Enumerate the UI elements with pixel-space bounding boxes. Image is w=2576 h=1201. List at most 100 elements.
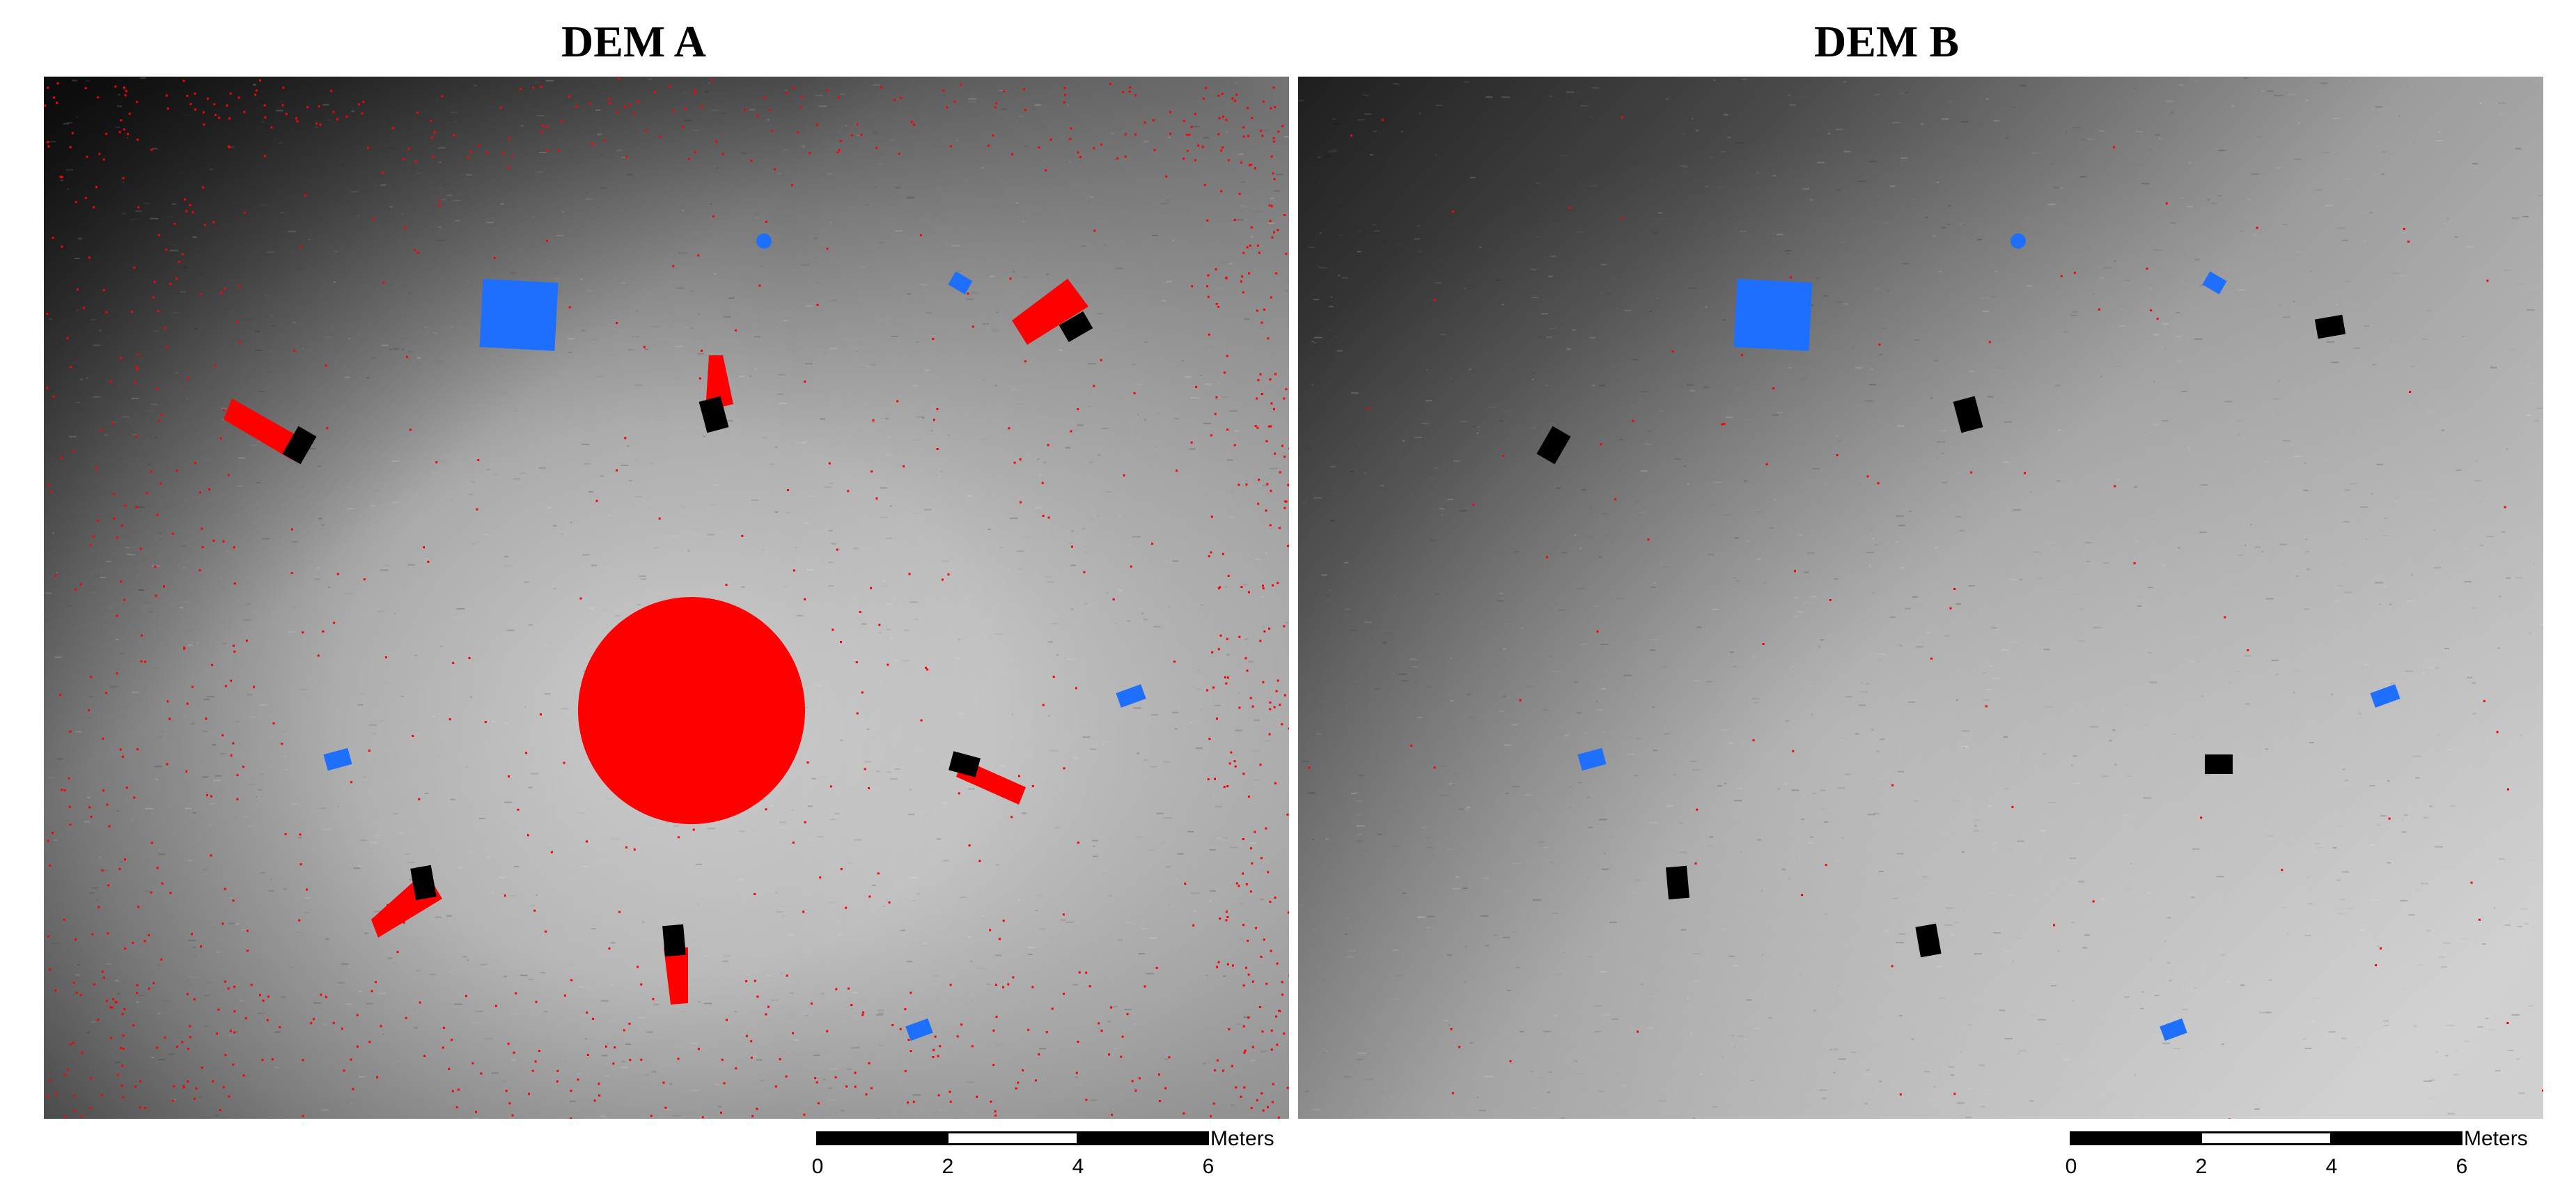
texture-speckle	[1701, 223, 1705, 224]
texture-speckle	[453, 200, 461, 201]
error-speckle	[73, 1094, 76, 1097]
texture-speckle	[1015, 121, 1018, 123]
texture-speckle	[1326, 496, 1328, 498]
texture-speckle	[1722, 929, 1728, 931]
texture-speckle	[1980, 297, 1989, 299]
texture-speckle	[1609, 835, 1613, 837]
texture-speckle	[2057, 429, 2061, 431]
texture-speckle	[1368, 85, 1375, 86]
error-speckle	[926, 668, 929, 671]
texture-speckle	[1314, 336, 1322, 339]
error-speckle	[1232, 964, 1234, 967]
texture-speckle	[1174, 728, 1178, 730]
texture-speckle	[727, 405, 736, 408]
texture-speckle	[2353, 347, 2361, 349]
error-speckle	[201, 545, 204, 548]
error-speckle	[856, 123, 859, 126]
error-speckle	[994, 106, 997, 109]
texture-speckle	[1208, 899, 1212, 901]
error-speckle	[608, 947, 611, 950]
texture-speckle	[690, 1090, 699, 1092]
texture-speckle	[1447, 954, 1452, 956]
texture-speckle	[851, 1047, 857, 1049]
error-speckle	[1208, 333, 1210, 336]
texture-speckle	[777, 172, 782, 174]
texture-speckle	[1234, 430, 1239, 432]
texture-speckle	[534, 188, 538, 189]
texture-speckle	[358, 865, 361, 867]
texture-speckle	[1965, 1116, 1972, 1118]
texture-speckle	[391, 502, 400, 504]
texture-speckle	[1527, 282, 1533, 284]
error-speckle	[281, 104, 284, 107]
error-speckle	[315, 122, 318, 125]
texture-speckle	[2189, 660, 2196, 663]
error-speckle	[187, 377, 190, 380]
texture-speckle	[504, 975, 508, 977]
texture-speckle	[2047, 802, 2055, 804]
texture-speckle	[303, 369, 308, 371]
error-speckle	[47, 1095, 49, 1098]
texture-speckle	[1318, 267, 1327, 269]
error-speckle	[2407, 240, 2410, 243]
texture-speckle	[1898, 525, 1906, 527]
error-speckle	[61, 245, 63, 248]
texture-speckle	[2423, 1080, 2432, 1082]
error-speckle	[94, 467, 97, 470]
texture-speckle	[1088, 201, 1092, 203]
texture-speckle	[1957, 1102, 1965, 1104]
texture-speckle	[1304, 1090, 1310, 1092]
error-speckle	[745, 980, 748, 982]
error-speckle	[1233, 444, 1236, 447]
texture-speckle	[785, 89, 788, 91]
texture-speckle	[369, 852, 373, 854]
texture-speckle	[257, 796, 260, 798]
texture-speckle	[2501, 531, 2506, 533]
texture-speckle	[682, 91, 687, 93]
texture-speckle	[1995, 751, 1998, 753]
texture-speckle	[755, 213, 759, 215]
texture-speckle	[1115, 268, 1123, 270]
error-speckle	[47, 839, 49, 842]
texture-speckle	[788, 103, 793, 105]
texture-speckle	[968, 788, 975, 790]
error-speckle	[1247, 107, 1249, 109]
error-speckle	[1723, 423, 1726, 425]
error-speckle	[63, 789, 66, 791]
texture-speckle	[1016, 550, 1024, 552]
texture-speckle	[2524, 922, 2529, 924]
texture-speckle	[1425, 400, 1433, 402]
error-speckle	[82, 307, 85, 309]
texture-speckle	[1622, 1085, 1625, 1087]
texture-speckle	[910, 877, 918, 878]
error-speckle	[907, 1039, 910, 1041]
texture-speckle	[2538, 1047, 2543, 1049]
texture-speckle	[859, 266, 866, 268]
texture-speckle	[475, 1010, 484, 1012]
error-speckle	[423, 546, 425, 549]
error-speckle	[2409, 391, 2412, 393]
texture-speckle	[303, 911, 310, 913]
error-speckle	[1970, 471, 1973, 474]
texture-speckle	[1664, 733, 1671, 735]
texture-speckle	[2272, 806, 2275, 808]
texture-speckle	[647, 507, 652, 509]
error-speckle	[710, 79, 713, 82]
texture-speckle	[913, 640, 919, 642]
texture-speckle	[99, 330, 102, 332]
texture-speckle	[1905, 91, 1909, 93]
error-speckle	[949, 1090, 951, 1093]
texture-speckle	[1653, 232, 1659, 234]
error-speckle	[750, 160, 753, 162]
error-speckle	[735, 329, 737, 332]
texture-speckle	[675, 346, 683, 348]
texture-speckle	[1472, 426, 1477, 428]
texture-speckle	[1492, 934, 1497, 936]
error-speckle	[208, 488, 210, 491]
texture-speckle	[178, 172, 186, 174]
texture-speckle	[1606, 534, 1609, 536]
texture-speckle	[606, 1043, 609, 1045]
texture-speckle	[1723, 979, 1726, 982]
texture-speckle	[820, 993, 825, 995]
texture-speckle	[400, 695, 405, 697]
